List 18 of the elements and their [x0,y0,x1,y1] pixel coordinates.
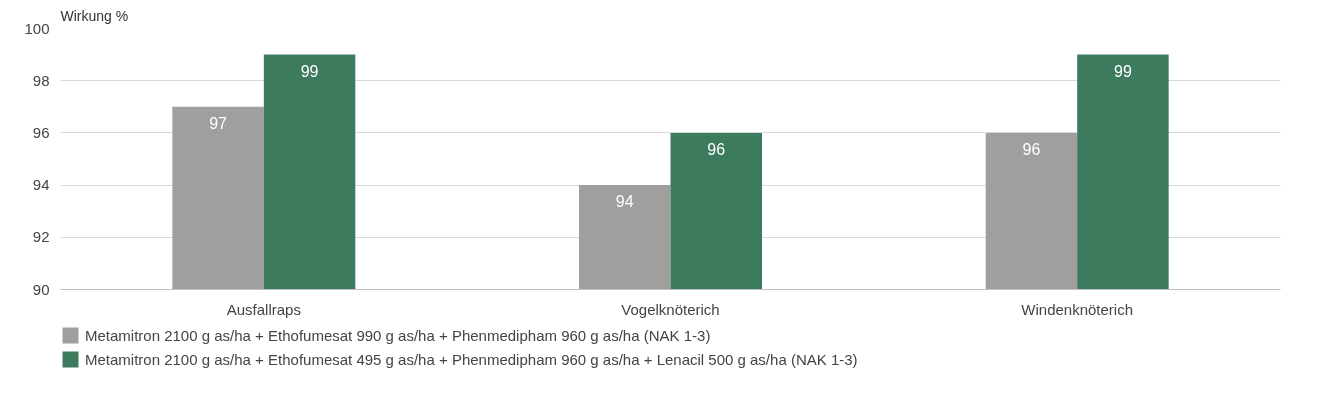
data-label: 99 [300,62,319,80]
y-axis-title: Wirkung % [60,7,129,24]
y-tick-label: 98 [32,71,50,89]
data-label: 96 [1022,140,1041,158]
y-tick-label: 100 [24,19,50,37]
data-label: 94 [615,193,634,211]
x-tick-label: Vogelknöterich [621,300,720,318]
y-tick-label: 96 [32,123,50,141]
y-tick-label: 90 [32,280,50,298]
x-tick-label: Ausfallraps [226,300,301,318]
y-tick-label: 94 [32,176,50,194]
x-tick-label: Windenknöterich [1021,300,1134,318]
data-label: 97 [209,114,228,132]
data-label: 99 [1114,62,1132,80]
legend-label: Metamitron 2100 g as/ha + Ethofumesat 990 g as/ha + Phenmedipham 960 g as/ha (NAK 1-3) [85,326,711,344]
data-label: 96 [707,140,726,158]
legend-label: Metamitron 2100 g as/ha + Ethofumesat 495 g as/ha + Phenmedipham 960 g as/ha + Lenacil 500 g as/ha (NAK 1-3) [85,350,858,368]
y-tick-label: 92 [32,228,50,246]
